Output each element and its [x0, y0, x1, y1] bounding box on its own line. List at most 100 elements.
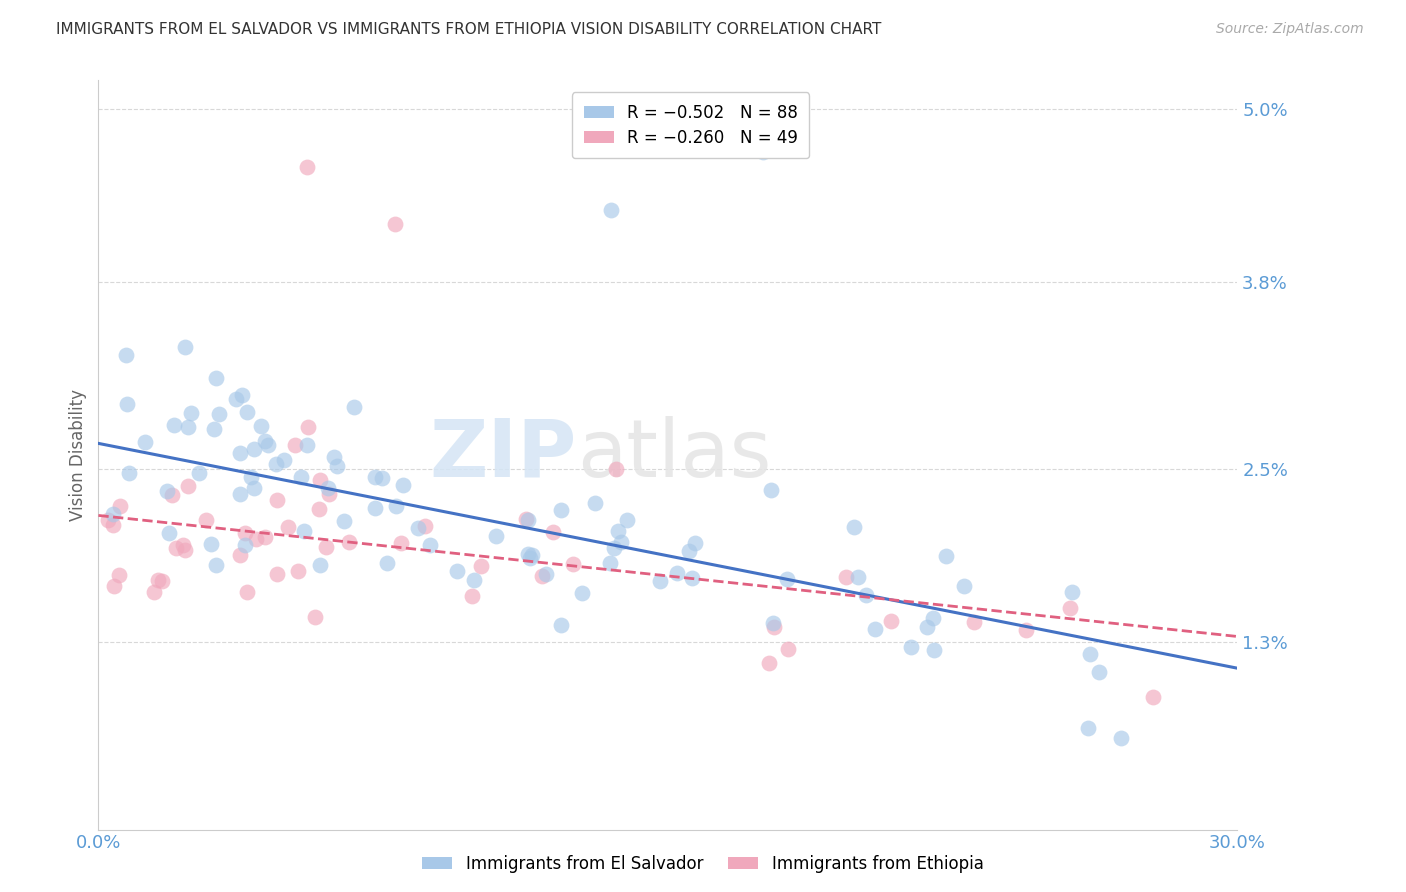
Point	[194, 485, 217, 500]
Point	[605, 640, 627, 654]
Point	[846, 585, 869, 599]
Point	[229, 544, 252, 558]
Point	[541, 570, 564, 584]
Point	[758, 650, 780, 665]
Point	[681, 459, 703, 474]
Point	[599, 615, 621, 630]
Point	[880, 600, 903, 615]
Point	[110, 400, 132, 414]
Point	[413, 504, 436, 518]
Point	[1077, 707, 1099, 722]
Point	[297, 472, 319, 486]
Point	[108, 535, 131, 549]
Point	[316, 471, 339, 485]
Point	[924, 556, 946, 570]
Point	[243, 429, 266, 443]
Point	[240, 458, 263, 472]
Point	[1059, 681, 1081, 695]
Point	[276, 538, 298, 552]
Point	[606, 500, 628, 514]
Point	[309, 592, 332, 607]
Point	[1142, 679, 1164, 693]
Point	[273, 483, 295, 497]
Point	[225, 510, 247, 524]
Point	[963, 573, 986, 587]
Text: ZIP: ZIP	[429, 416, 576, 494]
Point	[315, 566, 337, 581]
Text: atlas: atlas	[576, 416, 770, 494]
Point	[304, 485, 326, 500]
Point	[666, 613, 689, 627]
Point	[318, 574, 340, 588]
Point	[384, 218, 406, 232]
Point	[485, 518, 508, 533]
Point	[103, 532, 125, 546]
Point	[616, 525, 638, 540]
Point	[1078, 607, 1101, 622]
Point	[174, 574, 197, 589]
Point	[609, 553, 631, 567]
Point	[257, 434, 280, 449]
Point	[204, 527, 226, 541]
Point	[531, 532, 554, 546]
Point	[231, 491, 253, 506]
Point	[752, 145, 775, 160]
Point	[134, 374, 156, 388]
Point	[375, 541, 398, 555]
Point	[762, 605, 785, 619]
Point	[1088, 690, 1111, 705]
Point	[562, 527, 585, 541]
Point	[571, 574, 593, 588]
Point	[391, 435, 413, 450]
Point	[254, 449, 277, 463]
Point	[233, 517, 256, 532]
Point	[333, 408, 356, 422]
Point	[759, 589, 782, 603]
Point	[322, 458, 344, 472]
Text: IMMIGRANTS FROM EL SALVADOR VS IMMIGRANTS FROM ETHIOPIA VISION DISABILITY CORREL: IMMIGRANTS FROM EL SALVADOR VS IMMIGRANT…	[56, 22, 882, 37]
Point	[309, 432, 332, 446]
Point	[165, 508, 187, 523]
Point	[292, 509, 315, 524]
Text: Source: ZipAtlas.com: Source: ZipAtlas.com	[1216, 22, 1364, 37]
Point	[156, 363, 179, 377]
Point	[519, 558, 541, 572]
Point	[935, 603, 957, 617]
Point	[157, 434, 180, 448]
Point	[470, 532, 492, 546]
Point	[517, 484, 540, 499]
Point	[516, 496, 538, 510]
Point	[384, 584, 406, 599]
Point	[202, 558, 225, 572]
Point	[284, 588, 307, 602]
Point	[233, 378, 256, 392]
Point	[842, 553, 865, 567]
Point	[295, 492, 318, 507]
Point	[177, 531, 200, 545]
Point	[915, 630, 938, 644]
Point	[143, 510, 166, 524]
Point	[762, 541, 785, 556]
Point	[152, 517, 174, 532]
Point	[117, 474, 139, 488]
Point	[1060, 595, 1083, 609]
Point	[236, 585, 259, 599]
Point	[236, 491, 259, 506]
Point	[163, 461, 186, 475]
Point	[678, 500, 700, 514]
Point	[114, 456, 136, 470]
Point	[600, 202, 623, 217]
Point	[776, 622, 799, 636]
Point	[550, 508, 572, 523]
Point	[389, 609, 412, 624]
Point	[174, 419, 197, 434]
Point	[103, 326, 125, 340]
Point	[180, 405, 202, 419]
Y-axis label: Vision Disability: Vision Disability	[69, 389, 87, 521]
Point	[148, 503, 170, 517]
Point	[101, 516, 124, 531]
Point	[287, 527, 309, 541]
Point	[776, 566, 799, 580]
Point	[290, 456, 312, 470]
Point	[364, 514, 387, 528]
